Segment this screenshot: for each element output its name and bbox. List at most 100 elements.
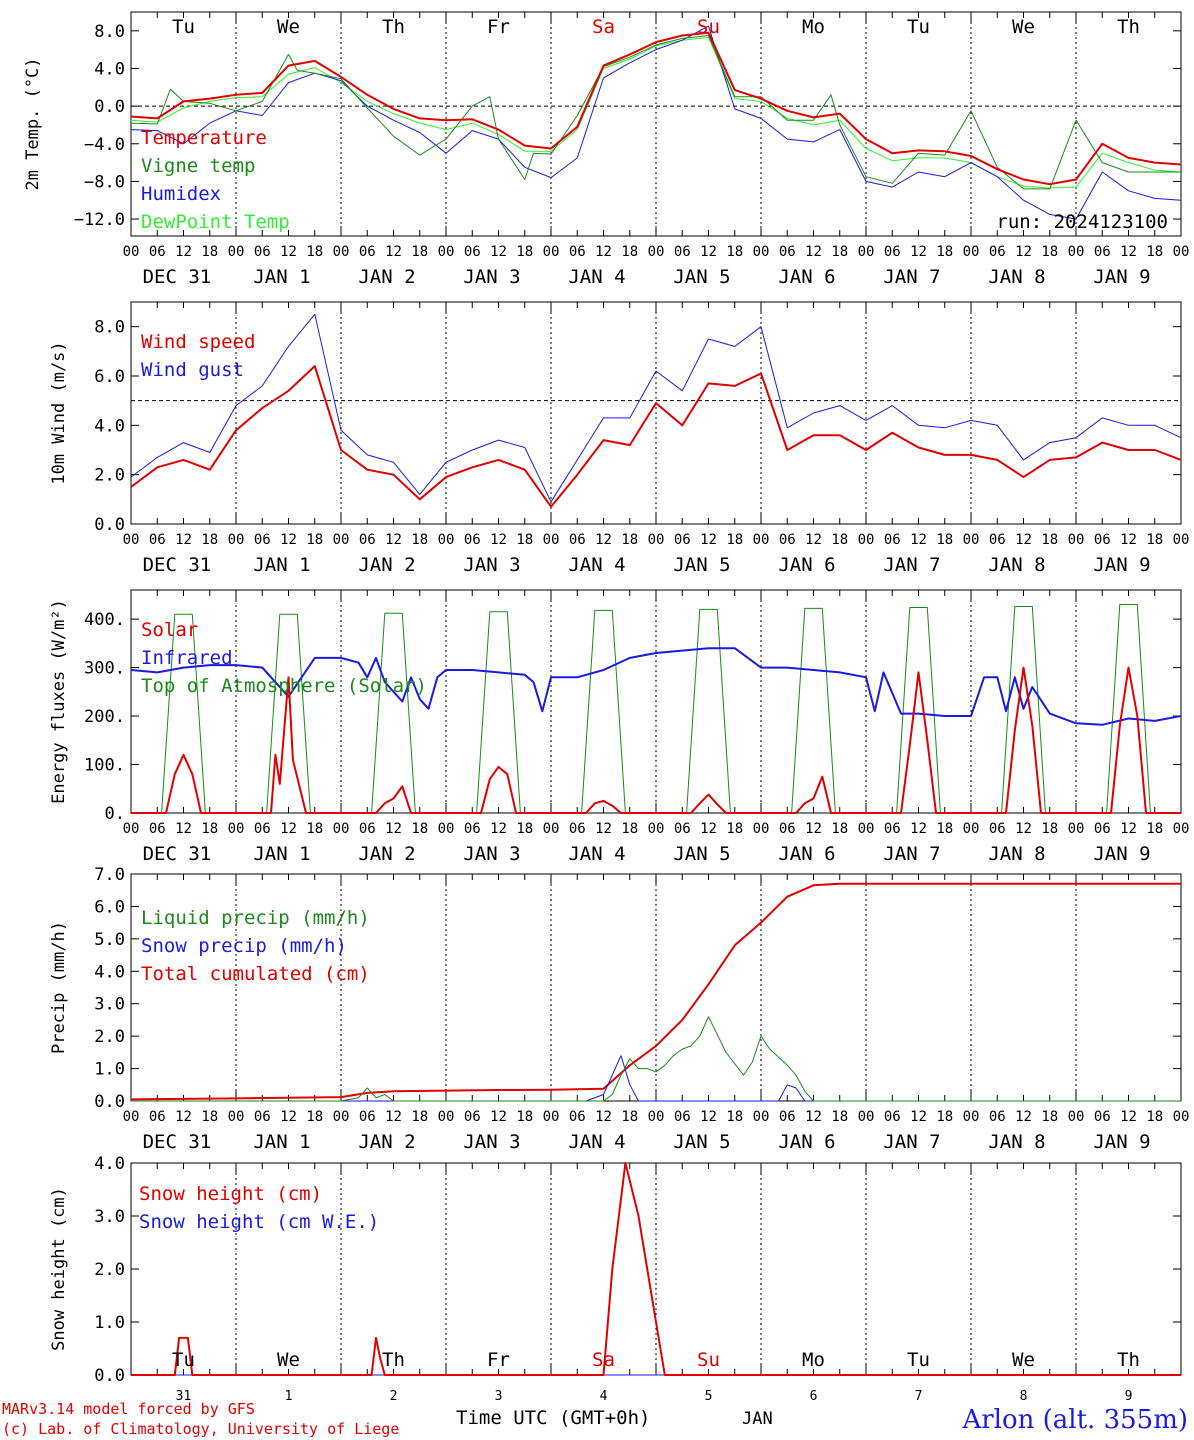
hour-label: 06 <box>989 244 1006 260</box>
date-label: JAN 3 <box>463 554 520 576</box>
hour-label: 12 <box>490 821 507 837</box>
day-label: Th <box>382 16 405 38</box>
hour-label: 00 <box>333 1109 350 1125</box>
hour-label: 00 <box>123 821 140 837</box>
hour-label: 06 <box>779 821 796 837</box>
run-label: run: 2024123100 <box>996 211 1168 233</box>
date-label: JAN 3 <box>463 843 520 865</box>
hour-label: 06 <box>464 532 481 548</box>
hour-label: 12 <box>1015 821 1032 837</box>
hour-label: 06 <box>884 821 901 837</box>
hour-label: 18 <box>306 1109 323 1125</box>
hour-label: 00 <box>1173 244 1190 260</box>
date-label: JAN 5 <box>673 843 730 865</box>
hour-label: 00 <box>543 532 560 548</box>
legend-entry: Snow height (cm W.E.) <box>139 1211 379 1233</box>
hour-label: 18 <box>411 244 428 260</box>
model-credit: MARv3.14 model forced by GFS <box>2 1400 255 1418</box>
y-tick-label: 2.0 <box>94 1260 125 1280</box>
y-tick-label: 300. <box>84 659 125 679</box>
date-label: DEC 31 <box>143 266 212 288</box>
y-axis-label: Energy fluxes (W/m²) <box>49 599 69 804</box>
hour-label: 06 <box>1094 821 1111 837</box>
series-line-dewpoint-temp <box>130 36 1182 189</box>
hour-label: 06 <box>569 532 586 548</box>
hour-label: 18 <box>1146 1109 1163 1125</box>
legend-entry: Top of Atmosphere (Solar) <box>141 675 427 697</box>
hour-label: 06 <box>1094 244 1111 260</box>
hour-label: 18 <box>726 532 743 548</box>
hour-label: 12 <box>490 244 507 260</box>
hour-label: 18 <box>831 244 848 260</box>
hour-label: 12 <box>1120 532 1137 548</box>
hour-label: 00 <box>333 532 350 548</box>
hour-label: 00 <box>753 1109 770 1125</box>
hour-label: 00 <box>438 821 455 837</box>
hour-label: 00 <box>333 244 350 260</box>
legend-entry: Wind speed <box>141 331 255 353</box>
y-tick-label: 4.0 <box>94 416 125 436</box>
hour-label: 12 <box>805 532 822 548</box>
hour-label: 12 <box>1015 532 1032 548</box>
date-label: JAN 1 <box>253 266 310 288</box>
hour-label: 06 <box>674 1109 691 1125</box>
y-tick-label: 200. <box>84 707 125 727</box>
hour-label: 00 <box>123 1109 140 1125</box>
hour-label: 12 <box>280 244 297 260</box>
hour-label: 00 <box>1068 532 1085 548</box>
series-line-vigne-temp <box>130 35 1181 190</box>
hour-label: 12 <box>700 532 717 548</box>
hour-label: 18 <box>621 821 638 837</box>
hour-label: 12 <box>595 1109 612 1125</box>
hour-label: 12 <box>1015 244 1032 260</box>
hour-label: 00 <box>963 1109 980 1125</box>
series-line-liquid-precip-mm-h- <box>131 1016 1181 1102</box>
hour-label: 06 <box>359 532 376 548</box>
date-label: DEC 31 <box>143 554 212 576</box>
day-label: Tu <box>172 1349 195 1371</box>
y-tick-label: 6.0 <box>94 367 125 387</box>
hour-label: 12 <box>910 532 927 548</box>
date-label: DEC 31 <box>143 1131 212 1153</box>
hour-label: 18 <box>1041 532 1058 548</box>
hour-label: 18 <box>201 1109 218 1125</box>
y-tick-label: 6.0 <box>94 897 125 917</box>
date-number: 4 <box>600 1389 608 1404</box>
hour-label: 18 <box>201 244 218 260</box>
date-label: JAN 6 <box>778 1131 835 1153</box>
hour-label: 12 <box>805 244 822 260</box>
hour-label: 18 <box>831 821 848 837</box>
hour-label: 18 <box>306 532 323 548</box>
hour-label: 00 <box>648 244 665 260</box>
x-axis-label: Time UTC (GMT+0h) <box>456 1407 650 1429</box>
hour-label: 00 <box>1068 244 1085 260</box>
date-label: JAN 8 <box>988 266 1045 288</box>
y-tick-label: 0.0 <box>94 1366 125 1386</box>
date-label: JAN 7 <box>883 554 940 576</box>
day-label: Tu <box>907 16 930 38</box>
copyright-credit: (c) Lab. of Climatology, University of L… <box>2 1420 399 1438</box>
date-number: 2 <box>390 1389 398 1404</box>
y-tick-label: 5.0 <box>94 930 125 950</box>
panel-wind: 0.0 2.0 4.0 6.0 8.0 10m Wind (m/s) Wind speed W… <box>49 301 1189 576</box>
date-label: JAN 5 <box>673 1131 730 1153</box>
hour-label: 12 <box>805 1109 822 1125</box>
hour-label: 06 <box>569 821 586 837</box>
hour-label: 18 <box>411 532 428 548</box>
legend-entry: Total cumulated (cm) <box>141 963 370 985</box>
hour-label: 06 <box>674 244 691 260</box>
hour-label: 12 <box>175 821 192 837</box>
panel-energy: 0. 100. 200. 300. 400. Energy fluxes (W/m²) So… <box>49 589 1189 865</box>
hour-label: 18 <box>1146 821 1163 837</box>
y-tick-label: 0.0 <box>94 515 125 535</box>
hour-label: 06 <box>149 1109 166 1125</box>
day-label: Sa <box>592 16 615 38</box>
hour-label: 06 <box>779 532 796 548</box>
hour-label: 12 <box>175 532 192 548</box>
day-label: Sa <box>592 1349 615 1371</box>
day-label: Su <box>697 16 720 38</box>
y-tick-label: −4.0 <box>84 135 125 155</box>
legend-entry: Temperature <box>141 127 267 149</box>
hour-label: 12 <box>175 1109 192 1125</box>
legend-entry: Vigne temp <box>141 155 255 177</box>
